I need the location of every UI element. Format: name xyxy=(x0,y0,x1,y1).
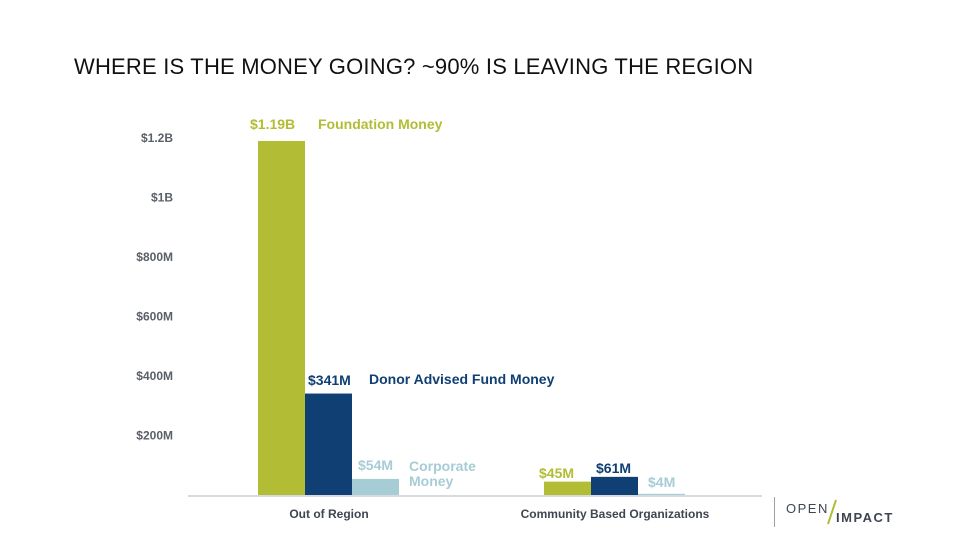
bar xyxy=(638,493,685,495)
y-tick-label: $800M xyxy=(136,250,173,264)
bar xyxy=(591,476,638,495)
bar xyxy=(258,140,305,495)
open-impact-logo: OPEN IMPACT xyxy=(774,497,904,529)
data-labels: $1.19B $45M $341M $61M $54M $4M Foundation Mon… xyxy=(250,116,675,490)
bar xyxy=(352,478,399,495)
y-tick-label: $600M xyxy=(136,310,173,324)
data-label: $1.19B xyxy=(250,116,295,132)
logo-word-impact: IMPACT xyxy=(836,510,894,525)
series-label: Corporate xyxy=(409,458,476,474)
bar xyxy=(544,481,591,495)
logo-divider xyxy=(774,497,775,527)
series-label: Money xyxy=(409,473,454,489)
x-category-label: Out of Region xyxy=(289,507,368,521)
y-tick-label: $200M xyxy=(136,429,173,443)
y-tick-label: $1B xyxy=(151,191,173,205)
data-label: $61M xyxy=(596,460,631,476)
x-category-label: Community Based Organizations xyxy=(521,507,710,521)
slide-title: WHERE IS THE MONEY GOING? ~90% IS LEAVIN… xyxy=(74,54,754,79)
logo-slash-icon xyxy=(827,499,837,525)
series-label: Donor Advised Fund Money xyxy=(369,371,555,387)
category-labels: Out of Region Community Based Organizatio… xyxy=(289,507,709,521)
data-label: $4M xyxy=(648,474,675,490)
logo-word-open: OPEN xyxy=(786,501,829,516)
bar xyxy=(305,393,352,495)
y-tick-label: $1.2B xyxy=(141,131,173,145)
y-tick-label: $400M xyxy=(136,369,173,383)
y-axis-ticks: $200M $400M $600M $800M $1B $1.2B xyxy=(136,131,173,443)
series-label: Foundation Money xyxy=(318,116,443,132)
data-label: $341M xyxy=(308,372,351,388)
data-label: $54M xyxy=(358,457,393,473)
bars xyxy=(188,140,762,497)
data-label: $45M xyxy=(539,465,574,481)
